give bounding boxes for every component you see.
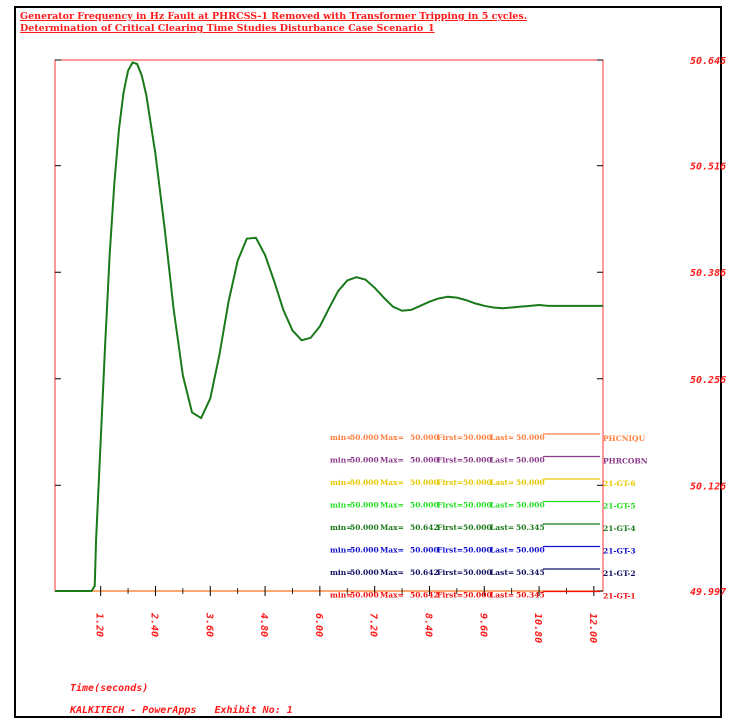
legend-first: 50.000 — [463, 568, 492, 577]
legend-first: 50.000 — [463, 456, 492, 465]
legend-series-name: 21-GT-6 — [603, 479, 636, 488]
x-tick-label: 8.40 — [422, 613, 433, 637]
legend-last-label: Last= — [490, 433, 514, 442]
x-tick-label: 1.20 — [94, 613, 105, 637]
x-tick-label: 9.60 — [477, 613, 488, 637]
y-tick-label: 50.386 — [690, 268, 726, 279]
legend-min-label: min= — [330, 456, 353, 465]
legend-first-label: First= — [437, 478, 463, 487]
footer-credit: KALKITECH - PowerApps Exhibit No: 1 — [70, 705, 293, 716]
legend-series-name: PHRCOBN — [603, 457, 648, 466]
legend-min: 50.000 — [350, 523, 379, 532]
legend-max: 50.000 — [410, 478, 439, 487]
legend-min: 50.000 — [350, 591, 379, 600]
legend-min: 50.000 — [350, 546, 379, 555]
x-axis-label: Time(seconds) — [70, 683, 149, 694]
chart-title: Generator Frequency in Hz Fault at PHRCS… — [20, 11, 528, 22]
x-tick-label: 10.80 — [532, 613, 543, 643]
legend-last-label: Last= — [490, 523, 514, 532]
legend-series-name: 21-GT-5 — [603, 502, 636, 511]
legend-first: 50.000 — [463, 591, 492, 600]
legend-max-label: Max= — [380, 456, 404, 465]
chart-subtitle: Determination of Critical Clearing Time … — [20, 23, 435, 34]
legend-last-label: Last= — [490, 456, 514, 465]
legend-min-label: min= — [330, 478, 353, 487]
legend-first-label: First= — [437, 523, 463, 532]
legend-first-label: First= — [437, 546, 463, 555]
legend-first-label: First= — [437, 433, 463, 442]
legend-max: 50.000 — [410, 456, 439, 465]
legend-first: 50.000 — [463, 546, 492, 555]
legend-max: 50.000 — [410, 433, 439, 442]
legend-last-label: Last= — [490, 591, 514, 600]
legend-first-label: First= — [437, 568, 463, 577]
x-tick-label: 4.80 — [258, 613, 269, 637]
legend-last: 50.000 — [516, 478, 545, 487]
x-tick-label: 3.60 — [203, 612, 214, 637]
legend-min-label: min= — [330, 546, 353, 555]
legend-min: 50.000 — [350, 433, 379, 442]
legend-max-label: Max= — [380, 546, 404, 555]
legend-max-label: Max= — [380, 568, 404, 577]
y-tick-label: 49.997 — [690, 587, 726, 598]
legend-last-label: Last= — [490, 501, 514, 510]
figure-frame — [14, 6, 722, 718]
x-tick-label: 12.00 — [587, 613, 598, 643]
legend-first: 50.000 — [463, 501, 492, 510]
legend-first: 50.000 — [463, 478, 492, 487]
y-tick-label: 50.256 — [690, 375, 726, 386]
legend-first-label: First= — [437, 456, 463, 465]
legend-series-name: 21-GT-1 — [603, 592, 636, 601]
legend-min-label: min= — [330, 523, 353, 532]
legend-min-label: min= — [330, 568, 353, 577]
legend-series-name: 21-GT-2 — [603, 569, 636, 578]
legend-last: 50.000 — [516, 501, 545, 510]
legend-min: 50.000 — [350, 456, 379, 465]
legend-last: 50.345 — [516, 568, 545, 577]
legend-first: 50.000 — [463, 433, 492, 442]
legend-min-label: min= — [330, 433, 353, 442]
legend-first: 50.000 — [463, 523, 492, 532]
legend-max-label: Max= — [380, 478, 404, 487]
legend-max-label: Max= — [380, 433, 404, 442]
legend-last: 50.345 — [516, 591, 545, 600]
legend-last: 50.000 — [516, 433, 545, 442]
legend-first-label: First= — [437, 591, 463, 600]
legend-series-name: 21-GT-3 — [603, 547, 636, 556]
legend-last-label: Last= — [490, 568, 514, 577]
legend-last-label: Last= — [490, 546, 514, 555]
y-tick-label: 50.126 — [690, 481, 726, 492]
legend-min: 50.000 — [350, 568, 379, 577]
legend-last: 50.000 — [516, 456, 545, 465]
legend-max-label: Max= — [380, 591, 404, 600]
x-tick-label: 2.40 — [148, 612, 159, 637]
legend-series-name: PHCNIQU — [603, 434, 646, 443]
legend-min: 50.000 — [350, 501, 379, 510]
legend-first-label: First= — [437, 501, 463, 510]
x-tick-label: 6.00 — [313, 613, 324, 637]
legend-min: 50.000 — [350, 478, 379, 487]
y-tick-label: 50.516 — [690, 162, 726, 173]
plot-area-border — [54, 59, 604, 592]
x-tick-label: 7.20 — [368, 613, 379, 637]
legend-min-label: min= — [330, 501, 353, 510]
legend-max-label: Max= — [380, 501, 404, 510]
legend-max: 50.642 — [410, 523, 439, 532]
y-tick-label: 50.645 — [690, 56, 726, 67]
legend-max-label: Max= — [380, 523, 404, 532]
series-line-0 — [55, 61, 603, 592]
legend-last: 50.000 — [516, 546, 545, 555]
legend-last: 50.345 — [516, 523, 545, 532]
legend-last-label: Last= — [490, 478, 514, 487]
legend-max: 50.000 — [410, 546, 439, 555]
legend-max: 50.642 — [410, 568, 439, 577]
legend-series-name: 21-GT-4 — [603, 524, 636, 533]
legend-max: 50.642 — [410, 591, 439, 600]
legend-min-label: min= — [330, 591, 353, 600]
legend-max: 50.000 — [410, 501, 439, 510]
